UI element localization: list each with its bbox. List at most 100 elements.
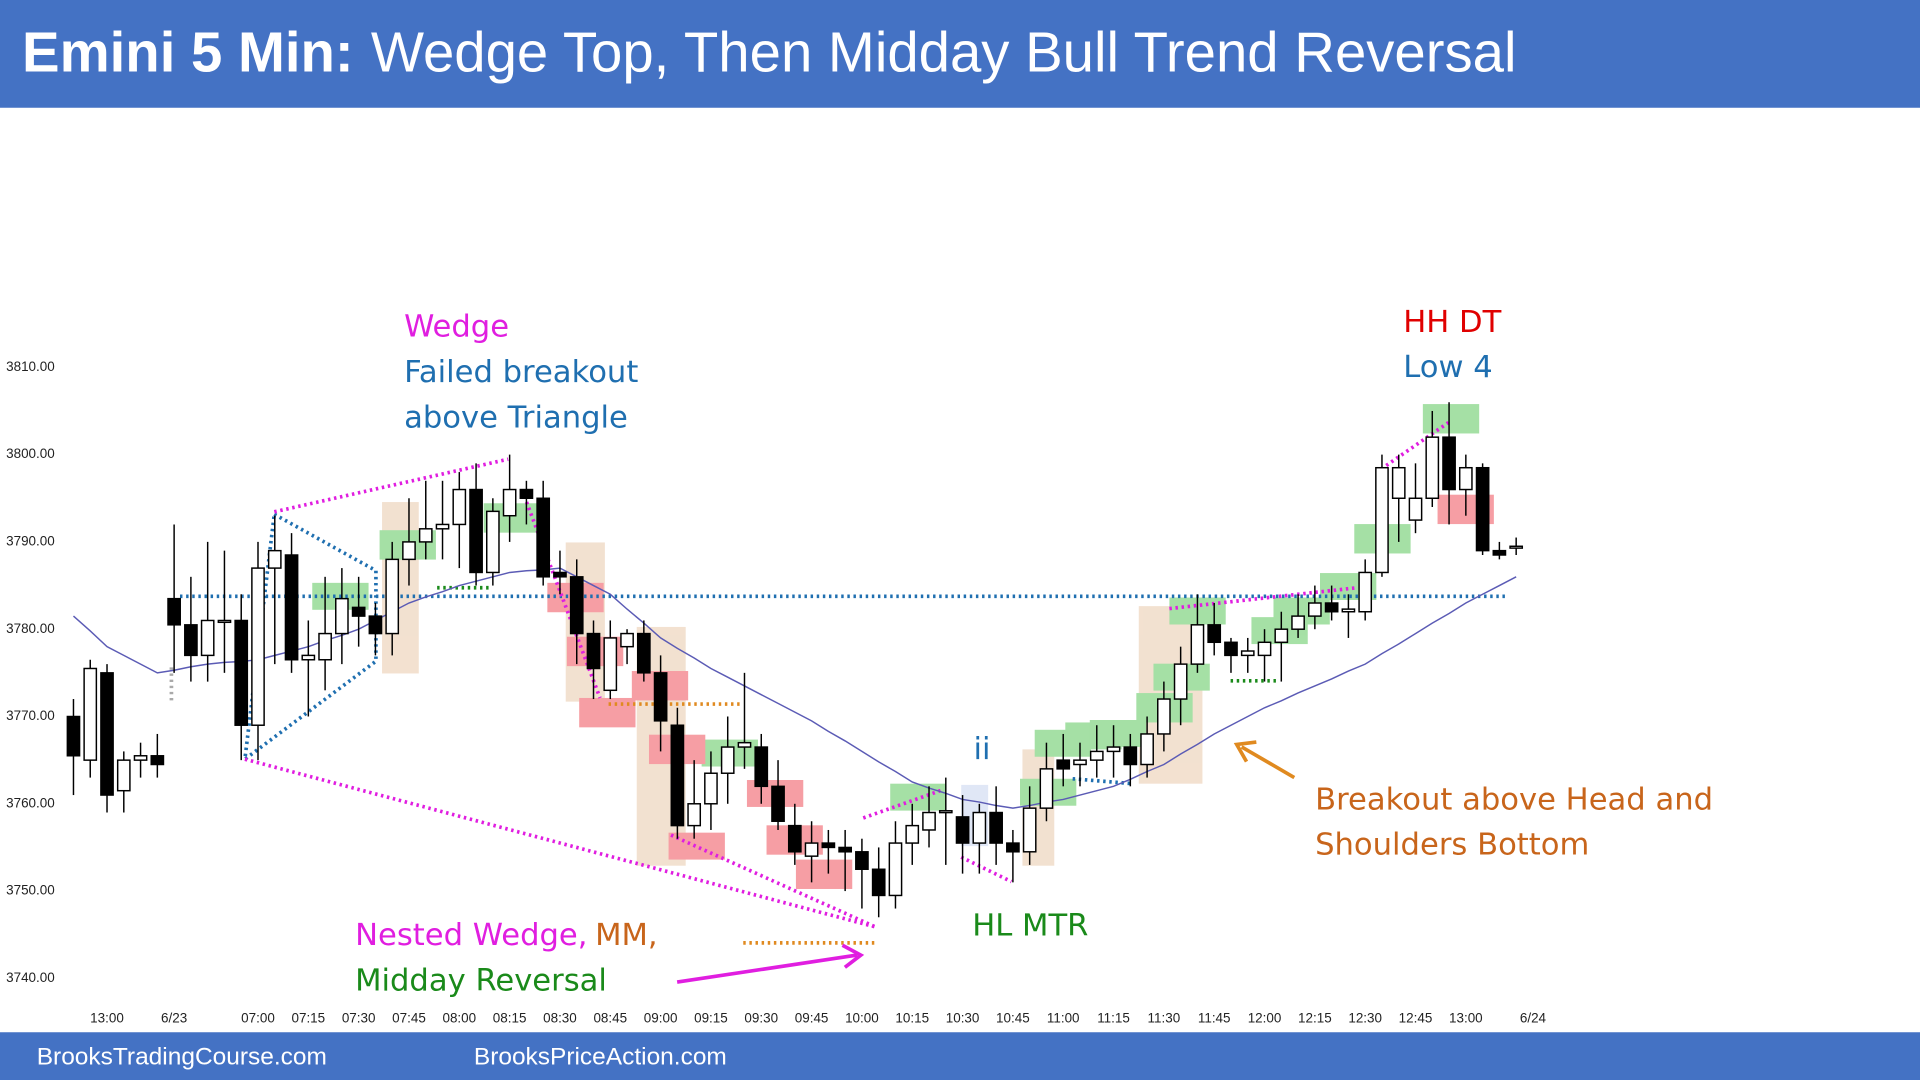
candle [469, 463, 483, 586]
candle [1408, 463, 1423, 534]
candle [653, 655, 668, 752]
x-tick-label: 09:30 [744, 1010, 778, 1025]
footer-left: BrooksTradingCourse.com [37, 1043, 327, 1070]
candle [1039, 742, 1054, 822]
footer-right: BrooksPriceAction.com [474, 1043, 727, 1070]
candle [251, 541, 265, 761]
candle-body [486, 510, 500, 574]
candle-body [351, 606, 366, 617]
candle [418, 480, 433, 560]
candle [1257, 629, 1272, 682]
candle-body [1022, 807, 1037, 853]
x-tick-label: 07:30 [342, 1010, 376, 1025]
x-tick-label: 12:15 [1298, 1010, 1332, 1025]
x-tick-label: 07:45 [392, 1010, 426, 1025]
x-tick-label: 08:00 [442, 1010, 476, 1025]
candle [787, 803, 802, 865]
candle-body [1056, 759, 1071, 770]
candle-body [1006, 842, 1020, 853]
candle-body [301, 654, 316, 661]
candle [586, 620, 601, 700]
candle [838, 829, 853, 892]
candle [284, 533, 299, 673]
arrows [676, 740, 1296, 984]
candle-body [871, 868, 886, 897]
candle-body [1123, 746, 1138, 766]
candle [1224, 637, 1238, 673]
candle-body [905, 824, 920, 844]
candle [100, 664, 114, 813]
footer-band [0, 1032, 1920, 1080]
candle [385, 541, 400, 656]
candle-body [217, 619, 232, 624]
candle [1173, 646, 1188, 726]
green-boxes [312, 404, 1480, 811]
candle [1341, 594, 1356, 638]
candle-body [838, 846, 853, 853]
candle [1425, 410, 1440, 507]
candle [1291, 594, 1305, 638]
candle [938, 777, 953, 865]
candle-body [1291, 615, 1305, 630]
y-tick-label: 3800.00 [6, 446, 55, 461]
candle [1073, 742, 1087, 787]
candle-body [519, 488, 534, 499]
candle-body [66, 715, 81, 757]
candle-body [737, 741, 752, 748]
candle-body [1391, 466, 1406, 499]
candle-body [1173, 663, 1188, 700]
candle [351, 576, 366, 647]
candle-body [1039, 768, 1054, 809]
candle [754, 733, 769, 804]
annotation: Midday Reversal [355, 964, 607, 999]
annotation: Wedge [404, 310, 509, 345]
candle-body [1458, 466, 1473, 491]
candle [972, 803, 987, 874]
candle-body [1492, 549, 1507, 556]
candle [1274, 611, 1289, 682]
y-tick-label: 3790.00 [6, 533, 55, 548]
candle [66, 699, 81, 796]
candle-body [1240, 650, 1255, 657]
candle-body [418, 528, 433, 543]
candle [636, 620, 651, 682]
x-tick-label: 07:15 [291, 1010, 325, 1025]
title: Emini 5 Min: Wedge Top, Then Midday Bull … [22, 20, 1516, 83]
candle-body [335, 597, 349, 635]
candle [519, 480, 534, 525]
candle [771, 760, 785, 830]
candle [804, 821, 819, 883]
annotation: above Triangle [404, 400, 628, 435]
x-tick-label: 11:30 [1148, 1010, 1181, 1025]
candle [871, 847, 886, 918]
candle-body [1190, 624, 1205, 665]
candle-body [1408, 497, 1423, 521]
candle [116, 751, 131, 813]
candle [184, 576, 198, 682]
candle-body [1073, 759, 1087, 766]
candle [569, 559, 584, 665]
candle-body [502, 488, 517, 517]
candle [234, 594, 249, 761]
candle-body [938, 810, 953, 814]
candle-body [318, 632, 332, 661]
candle [888, 821, 903, 909]
candle-body [704, 772, 718, 805]
x-tick-label: 12:00 [1248, 1010, 1282, 1025]
candle [1240, 637, 1255, 673]
title-bold: Emini 5 Min: [22, 20, 354, 83]
candle-body [536, 497, 551, 578]
annotation: HH DT [1403, 305, 1501, 340]
y-tick-label: 3750.00 [6, 883, 55, 898]
candle-body [888, 842, 903, 897]
x-tick-label: 08:15 [493, 1010, 527, 1025]
candle-body [200, 619, 215, 657]
candle [150, 733, 165, 778]
annotation: Breakout above Head and [1315, 782, 1713, 817]
candle [1140, 716, 1154, 778]
candle-body [1324, 602, 1339, 613]
candle-body [989, 811, 1003, 844]
candle-body [100, 672, 114, 796]
candle-body [804, 842, 819, 857]
